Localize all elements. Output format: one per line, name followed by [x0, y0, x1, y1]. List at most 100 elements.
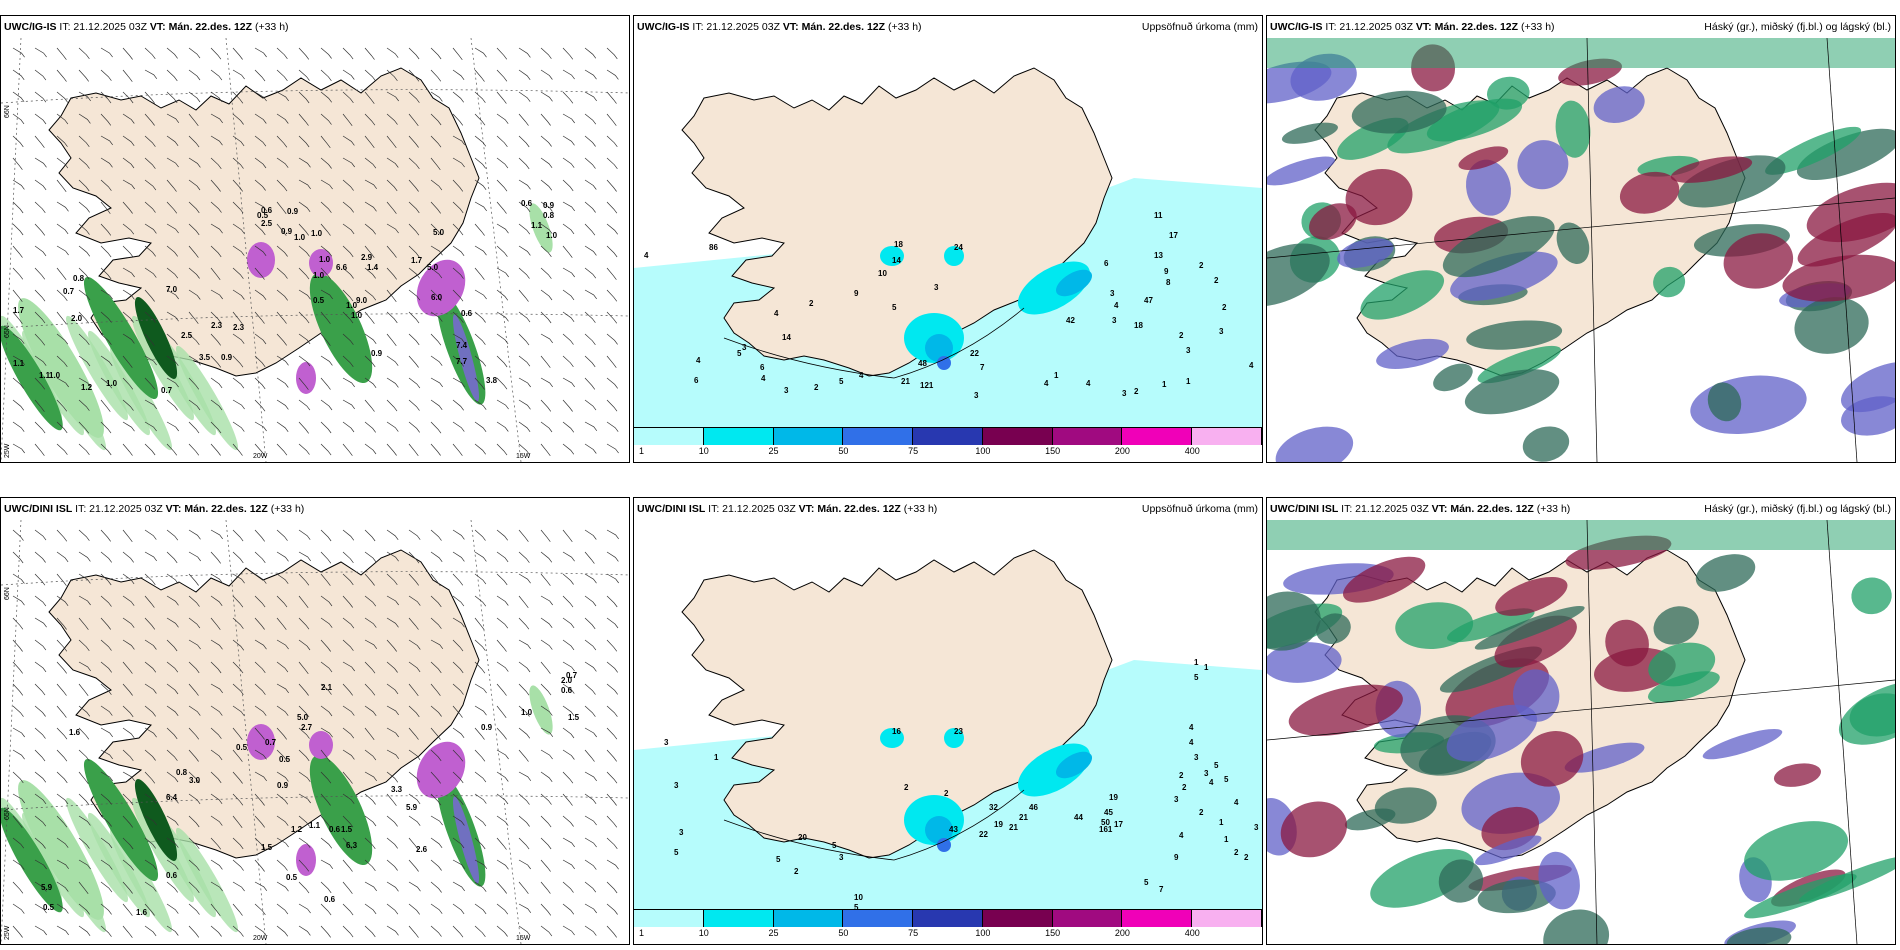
grid-label: 65N: [4, 325, 11, 338]
precip-area-10: [880, 246, 904, 266]
wind-gust-area: [296, 844, 316, 876]
map-value-label: 4: [644, 251, 649, 260]
vt-label: VT: Mán. 22.des. 12Z: [782, 21, 886, 33]
wind-panel-bottom: UWC/DINI ISL IT: 21.12.2025 03Z VT: Mán.…: [0, 497, 630, 945]
map-value-label: 48: [918, 359, 927, 368]
scale-tick-label: 1: [639, 446, 645, 456]
dense-cloud-area: [1605, 619, 1649, 667]
model-name: UWC/IG-IS: [4, 21, 57, 33]
map-value-label: 2.9: [361, 253, 373, 262]
low-cloud-area: [1677, 155, 1786, 208]
high-cloud-area: [1486, 76, 1530, 110]
mid-cloud-area: [1564, 742, 1645, 773]
offset-label: (+33 h): [1536, 503, 1571, 515]
map-value-label: 1.0: [351, 311, 363, 320]
map-value-label: 6: [1104, 259, 1109, 268]
wind-area-strong: [452, 314, 480, 402]
scale-tick-label: 75: [908, 446, 919, 456]
map-value-label: 2: [1134, 387, 1139, 396]
scale-cell: [982, 428, 1053, 445]
mid-cloud-area: [1593, 86, 1645, 124]
scale-cell: [913, 910, 983, 927]
cloud-panel-bottom: UWC/DINI ISL IT: 21.12.2025 03Z VT: Mán.…: [1266, 497, 1896, 945]
high-cloud-area: [1851, 577, 1892, 615]
map-value-label: 10: [878, 269, 887, 278]
precip-map: 3116233223520535210954322193221462144504…: [634, 520, 1262, 944]
mid-cloud-area: [1446, 704, 1538, 762]
map-value-label: 4: [1209, 778, 1214, 787]
map-value-label: 45: [1104, 808, 1113, 817]
precip-streak-light: [66, 315, 128, 421]
map-value-label: 3: [679, 828, 684, 837]
map-value-label: 5.0: [433, 228, 445, 237]
high-cloud-area: [1647, 671, 1720, 703]
precip-streak-light: [88, 330, 150, 436]
map-value-label: 2: [1244, 853, 1249, 862]
map-value-label: 3: [934, 283, 939, 292]
wind-barbs: [12, 529, 619, 938]
mid-cloud-area: [1337, 238, 1394, 268]
map-value-label: 4: [1044, 379, 1049, 388]
scale-tick-label: 400: [1184, 446, 1200, 456]
map-value-label: 0.9: [287, 207, 299, 216]
dense-cloud-area: [1280, 801, 1348, 858]
low-cloud-area: [1695, 554, 1756, 592]
map-value-label: 0.6: [329, 825, 341, 834]
map-value-label: 7.4: [456, 341, 468, 350]
map-value-label: 0.6: [521, 199, 533, 208]
map-value-label: 1: [1219, 818, 1224, 827]
cloud-title: Háský (gr.), miðský (fj.bl.) og lágský (…: [1704, 21, 1891, 33]
map-value-label: 2: [904, 783, 909, 792]
map-value-label: 1.7: [411, 256, 423, 265]
low-cloud-area: [1796, 128, 1895, 181]
it-label: IT: 21.12.2025 03Z: [59, 21, 147, 33]
mid-cloud-area: [1465, 159, 1511, 216]
vt-label: VT: Mán. 22.des. 12Z: [149, 21, 253, 33]
map-value-label: 21: [1019, 813, 1028, 822]
dense-cloud-area: [1619, 171, 1680, 214]
scale-tick-label: 150: [1045, 928, 1061, 938]
scale-cell: [634, 910, 704, 927]
map-value-label: 0.7: [566, 671, 578, 680]
wind-gust-area: [247, 242, 275, 278]
scale-tick-label: 200: [1114, 446, 1130, 456]
map-value-label: 11: [1154, 211, 1163, 220]
low-cloud-area: [1556, 222, 1590, 265]
map-value-label: 6: [694, 376, 699, 385]
scale-cell: [1192, 910, 1262, 927]
cloud-map: [1267, 520, 1895, 944]
map-value-label: 0.5: [313, 296, 325, 305]
precip-streak-light: [176, 827, 238, 933]
panel-header: UWC/IG-IS IT: 21.12.2025 03Z VT: Mán. 22…: [1, 16, 629, 38]
map-value-label: 2: [1179, 331, 1184, 340]
map-value-label: 1: [1186, 377, 1191, 386]
map-value-label: 3: [839, 853, 844, 862]
scale-tick-label: 100: [975, 928, 991, 938]
map-value-label: 2.7: [301, 723, 313, 732]
map-value-label: 4: [1234, 798, 1239, 807]
wind-area-light: [18, 780, 104, 920]
low-cloud-area: [1438, 859, 1484, 903]
map-value-label: 2: [814, 383, 819, 392]
map-value-label: 0.9: [281, 227, 293, 236]
map-value-label: 7: [980, 363, 985, 372]
high-cloud-band: [1267, 520, 1895, 550]
map-value-label: 0.9: [481, 723, 493, 732]
scale-tick-label: 50: [838, 928, 849, 938]
map-value-label: 2: [1182, 783, 1187, 792]
mid-cloud-area: [1840, 361, 1895, 413]
map-value-label: 1.7: [13, 306, 25, 315]
grid-label: 25W: [4, 443, 11, 458]
grid-label: 25W: [4, 925, 11, 940]
dense-cloud-area: [1670, 156, 1753, 183]
mid-cloud-area: [1517, 140, 1569, 190]
grid-label: 20W: [253, 935, 268, 942]
mid-cloud-area: [1376, 338, 1449, 369]
map-value-label: 0.5: [43, 903, 55, 912]
vt-label: VT: Mán. 22.des. 12Z: [1431, 503, 1534, 515]
model-name: UWC/DINI ISL: [4, 503, 73, 515]
wind-area: [1, 807, 63, 913]
high-cloud-area: [1360, 270, 1445, 320]
offset-label: (+33 h): [270, 503, 305, 515]
